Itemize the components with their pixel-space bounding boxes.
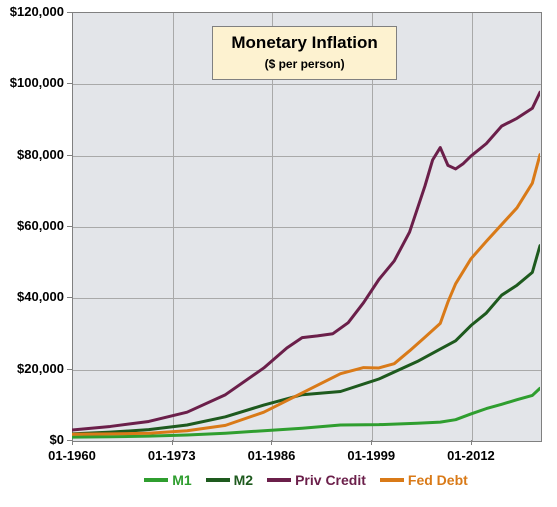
y-tick <box>67 226 72 227</box>
legend-swatch <box>267 478 291 482</box>
x-axis-label: 01-1960 <box>48 448 96 463</box>
chart-title-box: Monetary Inflation ($ per person) <box>212 26 396 80</box>
legend-swatch <box>380 478 404 482</box>
x-tick <box>471 440 472 445</box>
x-axis-label: 01-1986 <box>248 448 296 463</box>
legend-label: M2 <box>234 472 253 488</box>
y-axis-label: $20,000 <box>0 361 64 376</box>
series-fed-debt <box>72 155 540 435</box>
legend-swatch <box>206 478 230 482</box>
x-axis-label: 01-1999 <box>347 448 395 463</box>
x-tick <box>72 440 73 445</box>
y-axis-label: $40,000 <box>0 289 64 304</box>
y-tick <box>67 12 72 13</box>
y-tick <box>67 83 72 84</box>
chart-subtitle: ($ per person) <box>231 57 377 71</box>
legend-item-m1: M1 <box>144 472 191 488</box>
legend-label: Priv Credit <box>295 472 366 488</box>
y-axis-label: $60,000 <box>0 218 64 233</box>
x-tick <box>371 440 372 445</box>
x-axis-label: 01-1973 <box>148 448 196 463</box>
y-tick <box>67 297 72 298</box>
x-axis-label: 01-2012 <box>447 448 495 463</box>
y-axis-label: $100,000 <box>0 75 64 90</box>
chart-title: Monetary Inflation <box>231 33 377 53</box>
x-tick <box>271 440 272 445</box>
y-tick <box>67 155 72 156</box>
legend-item-fed-debt: Fed Debt <box>380 472 468 488</box>
legend-label: Fed Debt <box>408 472 468 488</box>
x-tick <box>172 440 173 445</box>
y-axis-label: $0 <box>0 432 64 447</box>
legend-item-m2: M2 <box>206 472 253 488</box>
legend-item-priv-credit: Priv Credit <box>267 472 366 488</box>
y-tick <box>67 369 72 370</box>
y-axis-label: $120,000 <box>0 4 64 19</box>
legend: M1 M2 Priv Credit Fed Debt <box>72 472 540 488</box>
legend-label: M1 <box>172 472 191 488</box>
monetary-inflation-chart: Monetary Inflation ($ per person) M1 M2 Pr… <box>0 0 557 507</box>
y-axis-label: $80,000 <box>0 147 64 162</box>
series-m2 <box>72 246 540 434</box>
legend-swatch <box>144 478 168 482</box>
